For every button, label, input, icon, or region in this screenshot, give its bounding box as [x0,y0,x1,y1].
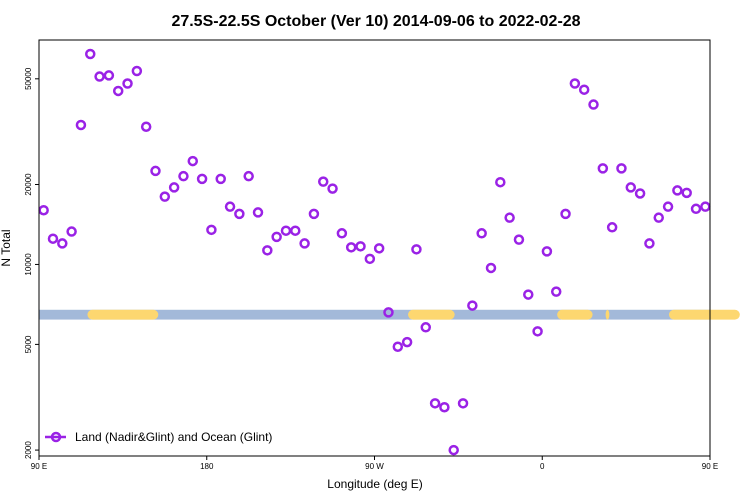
data-point [252,207,264,218]
data-point [47,233,59,244]
data-point [224,201,236,212]
data-point [429,398,441,409]
data-point [38,204,49,216]
data-point [308,208,320,220]
data-point [75,119,87,131]
surface-band [39,309,740,320]
data-point [550,286,562,297]
data-point [578,84,590,95]
data-point [439,401,450,413]
y-tick-label: 50000 [24,67,33,90]
data-point [411,244,422,255]
data-point [392,341,404,352]
data-point [85,48,96,60]
data-point [700,201,711,212]
data-point [504,212,515,223]
data-point [541,246,553,257]
data-point [345,242,357,253]
legend-series-marker [50,431,62,443]
data-point [569,78,581,89]
data-point [532,326,543,337]
data-point [672,185,683,196]
data-point [653,212,664,223]
x-tick-label: 90 E [31,462,47,471]
data-point [122,78,133,89]
data-point [634,188,646,199]
data-point [206,224,217,236]
legend-series-label: Land (Nadir&Glint) and Ocean (Glint) [75,430,272,444]
data-point [94,71,105,82]
data-point [513,234,525,245]
data-point [140,121,152,132]
legend: Land (Nadir&Glint) and Ocean (Glint) [45,430,272,444]
data-point [178,170,189,182]
y-tick-label: 2000 [24,441,33,459]
y-axis: 2000 5000 10000 20000 50000 [24,67,39,459]
data-point [103,70,115,81]
data-point [560,208,571,220]
data-points [38,48,711,456]
data-point [485,262,497,274]
land-band-segment [668,309,740,320]
chart-title: 27.5S-22.5S October (Ver 10) 2014-09-06 … [171,13,580,30]
data-point [588,99,599,110]
data-point [616,163,627,174]
data-point [280,225,292,236]
data-point [57,238,68,249]
data-point [290,225,301,236]
x-tick-label: 90 W [365,462,384,471]
data-point [327,183,338,194]
data-point [234,208,245,220]
data-point [243,170,254,182]
data-point [112,85,124,97]
data-point [467,300,478,311]
data-point [187,155,199,167]
data-point [271,231,282,243]
data-point [131,65,143,77]
data-point [299,238,310,249]
data-point [383,307,394,318]
ocean-band [39,309,710,320]
data-point [401,336,413,348]
data-point [168,182,180,193]
x-tick-label: 0 [540,462,545,471]
data-point [495,176,506,188]
x-axis: 90 E 180 90 W 0 90 E [31,456,718,471]
data-point [420,322,432,333]
y-tick-label: 20000 [24,173,33,196]
data-point [476,228,487,239]
y-tick-label: 10000 [24,253,33,276]
data-point [606,222,618,233]
data-point [215,173,226,185]
land-band-segment [408,309,455,320]
y-tick-label: 5000 [24,335,33,353]
x-tick-label: 180 [200,462,214,471]
land-band-segment [605,309,610,320]
x-axis-label: Longitude (deg E) [327,477,422,491]
data-point [457,398,469,409]
land-band-segment [557,309,593,320]
data-point [159,191,171,202]
x-tick-label: 90 E [702,462,718,471]
data-point [364,253,376,265]
data-point [681,187,692,199]
data-point [448,444,459,456]
data-point [690,203,702,215]
data-point [196,173,208,185]
data-point [66,226,77,237]
data-point [150,165,161,177]
data-point [597,163,609,174]
data-point [625,182,637,193]
data-point [262,245,273,256]
y-axis-label: N Total [0,229,13,266]
data-point [662,201,674,212]
data-point [317,176,329,187]
data-point [523,289,534,300]
land-band-segment [87,309,159,320]
data-point [336,228,348,239]
data-point [355,241,366,252]
data-point [373,243,385,254]
data-point [644,238,655,249]
